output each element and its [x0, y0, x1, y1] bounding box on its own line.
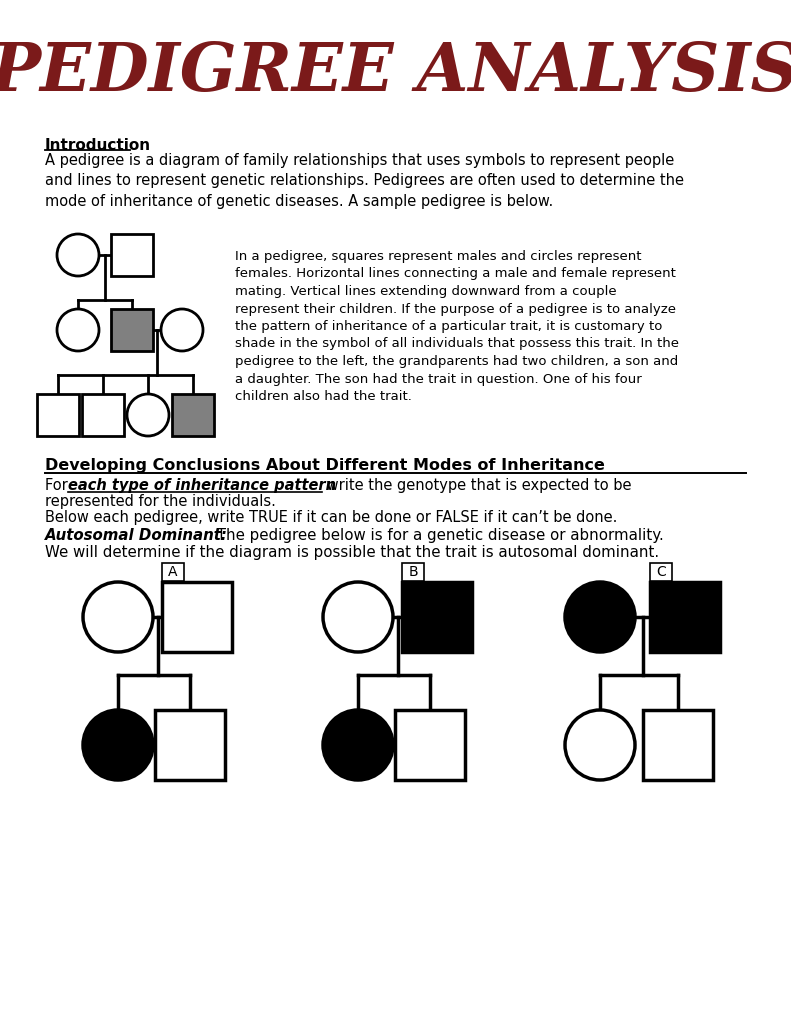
Bar [402, 563, 424, 581]
Circle shape [323, 582, 393, 652]
Bar [111, 234, 153, 276]
Text: We will determine if the diagram is possible that the trait is autosomal dominan: We will determine if the diagram is poss… [45, 545, 659, 560]
Circle shape [57, 234, 99, 276]
Text: Developing Conclusions About Different Modes of Inheritance: Developing Conclusions About Different M… [45, 458, 605, 473]
Text: write the genotype that is expected to be: write the genotype that is expected to b… [322, 478, 631, 493]
Text: Autosomal Dominant:: Autosomal Dominant: [45, 528, 228, 543]
Text: Introduction: Introduction [45, 138, 151, 153]
Bar [172, 394, 214, 436]
Bar [111, 309, 153, 351]
Bar [650, 582, 720, 652]
Text: A: A [168, 565, 178, 579]
Circle shape [83, 710, 153, 780]
Text: For: For [45, 478, 72, 493]
Text: Below each pedigree, write TRUE if it can be done or FALSE if it can’t be done.: Below each pedigree, write TRUE if it ca… [45, 510, 617, 525]
Text: A pedigree is a diagram of family relationships that uses symbols to represent p: A pedigree is a diagram of family relati… [45, 153, 684, 209]
Text: The pedigree below is for a genetic disease or abnormality.: The pedigree below is for a genetic dise… [212, 528, 664, 543]
Circle shape [565, 582, 635, 652]
Circle shape [323, 710, 393, 780]
Bar [162, 582, 232, 652]
Bar [155, 710, 225, 780]
Circle shape [57, 309, 99, 351]
Circle shape [83, 582, 153, 652]
Text: In a pedigree, squares represent males and circles represent
females. Horizontal: In a pedigree, squares represent males a… [235, 250, 679, 403]
Circle shape [565, 710, 635, 780]
Bar [37, 394, 79, 436]
Text: C: C [656, 565, 666, 579]
Bar [162, 563, 184, 581]
Bar [402, 582, 472, 652]
Circle shape [127, 394, 169, 436]
Bar [643, 710, 713, 780]
Circle shape [161, 309, 203, 351]
Text: each type of inheritance pattern: each type of inheritance pattern [68, 478, 336, 493]
Text: PEDIGREE ANALYSIS: PEDIGREE ANALYSIS [0, 40, 791, 104]
Text: represented for the individuals.: represented for the individuals. [45, 494, 276, 509]
Bar [82, 394, 124, 436]
Bar [395, 710, 465, 780]
Text: B: B [408, 565, 418, 579]
Bar [650, 563, 672, 581]
